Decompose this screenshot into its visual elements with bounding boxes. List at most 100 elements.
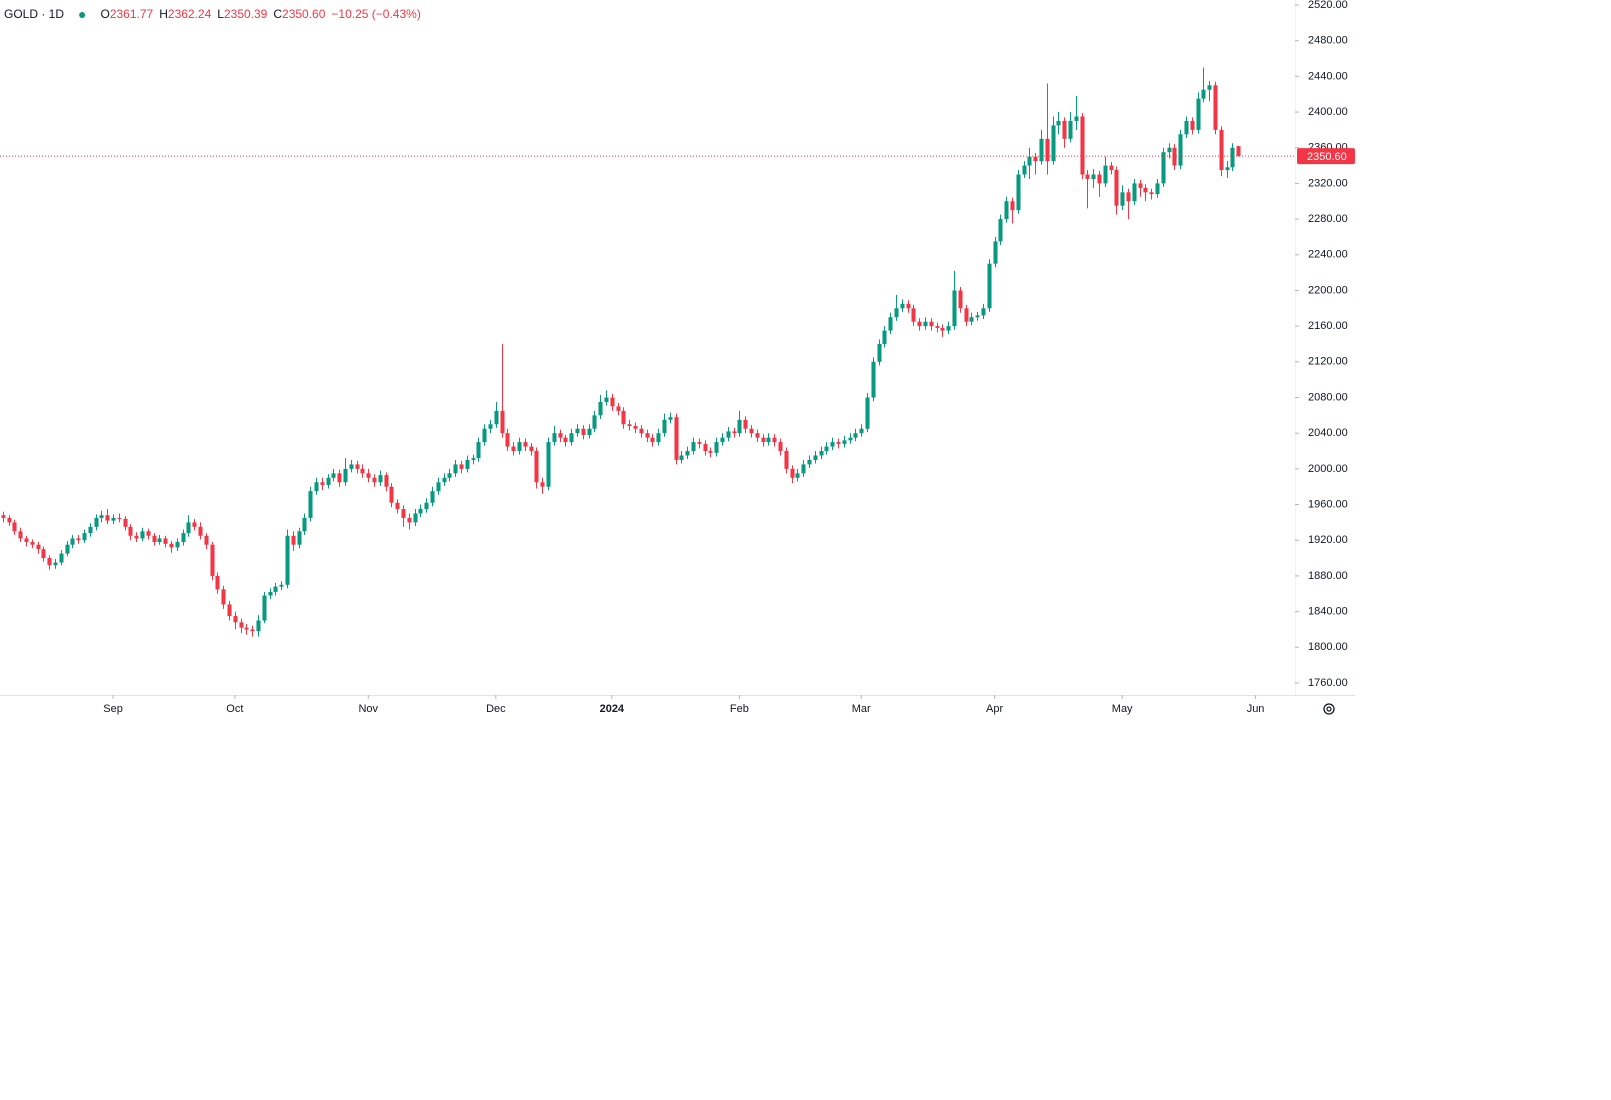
candle-body	[401, 509, 406, 518]
gear[interactable]	[1323, 703, 1335, 715]
candle-body	[1022, 165, 1027, 175]
candle-body	[76, 538, 81, 541]
candle-body	[111, 517, 116, 521]
candle-body	[737, 419, 742, 434]
candle-body	[82, 533, 87, 541]
candle-body	[795, 473, 800, 478]
candle-body	[1230, 147, 1235, 168]
candle-body	[975, 315, 980, 318]
candle-body	[772, 437, 777, 443]
candle-body	[668, 417, 673, 420]
candle-body	[911, 308, 916, 322]
candle-body	[755, 433, 760, 438]
candle-body	[1132, 183, 1137, 202]
candle-body	[645, 433, 650, 438]
candle-body	[442, 477, 447, 483]
candle-body	[766, 437, 771, 443]
candle-body	[436, 482, 441, 492]
candle-body	[511, 446, 516, 452]
candle-body	[946, 326, 951, 331]
candle-body	[824, 446, 829, 452]
candle-body	[157, 538, 162, 543]
candle-body	[801, 464, 806, 474]
y-tick-label: 2480.00	[1308, 35, 1348, 47]
candle-body	[262, 595, 267, 621]
candle-body	[146, 531, 151, 536]
candle-body	[221, 589, 226, 605]
candle-body	[1068, 120, 1073, 139]
candle-body	[598, 401, 603, 416]
candle-body	[320, 482, 325, 485]
candle-body	[656, 433, 661, 443]
candle-body	[662, 419, 667, 434]
candle-body	[604, 397, 609, 402]
candle-body	[256, 620, 261, 632]
candle-body	[639, 428, 644, 434]
candle-body	[807, 459, 812, 465]
candle-body	[134, 535, 139, 539]
candle-body	[1074, 116, 1079, 121]
candle-body	[581, 428, 586, 435]
candle-body	[41, 549, 46, 559]
candle-body	[140, 531, 145, 539]
candle-body	[105, 515, 110, 521]
candle-body	[964, 308, 969, 322]
candle-body	[558, 433, 563, 438]
candle-body	[7, 517, 12, 523]
x-tick-label: 2024	[600, 703, 625, 715]
legend-value: 2362.24	[168, 7, 212, 21]
x-tick-label: Sep	[103, 703, 123, 715]
candle-body	[1172, 147, 1177, 166]
candle-body	[1149, 192, 1154, 195]
candle-body	[65, 544, 70, 554]
candle-body	[239, 622, 244, 628]
candle-body	[952, 290, 957, 327]
candle-body	[337, 473, 342, 483]
candle-body	[488, 424, 493, 429]
candle-body	[314, 482, 319, 492]
candle-body	[1236, 146, 1241, 157]
candle-body	[18, 531, 23, 539]
candle-body	[447, 473, 452, 478]
candle-body	[749, 428, 754, 434]
candle-body	[494, 410, 499, 425]
settings-icon[interactable]	[1323, 703, 1335, 715]
candle-body	[1039, 138, 1044, 162]
candle-body	[546, 442, 551, 487]
candle-body	[894, 308, 899, 318]
candle-body	[233, 616, 238, 623]
candle-body	[1184, 120, 1189, 135]
candle-body	[882, 330, 887, 344]
y-tick-label: 1800.00	[1308, 641, 1348, 653]
candle-body	[169, 543, 174, 548]
candle-body	[418, 509, 423, 514]
candle-body	[575, 428, 580, 434]
candle-body	[1196, 98, 1201, 130]
candle-body	[302, 517, 307, 532]
candle-body	[384, 475, 389, 487]
y-tick-label: 2000.00	[1308, 463, 1348, 475]
legend-key: O	[100, 7, 109, 21]
candle-body	[1109, 165, 1114, 171]
legend-value: 2350.60	[282, 7, 326, 21]
candle-body	[935, 326, 940, 328]
gear-center[interactable]	[1326, 706, 1332, 712]
candle-body	[453, 464, 458, 474]
candle-body	[761, 437, 766, 443]
candle-body	[94, 517, 99, 527]
candle-body	[355, 464, 360, 469]
candle-body	[610, 397, 615, 407]
candle-body	[192, 522, 197, 527]
candle-body	[430, 491, 435, 503]
candle-body	[871, 361, 876, 398]
candle-body	[1201, 89, 1206, 99]
candle-body	[848, 437, 853, 441]
candle-body	[1080, 116, 1085, 175]
candle-body	[1051, 125, 1056, 162]
legend-key: L	[217, 7, 224, 21]
candle-body	[59, 553, 64, 563]
candle-body	[88, 526, 93, 534]
candle-body	[691, 442, 696, 452]
candle-body	[842, 440, 847, 444]
status-dot: ●	[78, 6, 86, 22]
